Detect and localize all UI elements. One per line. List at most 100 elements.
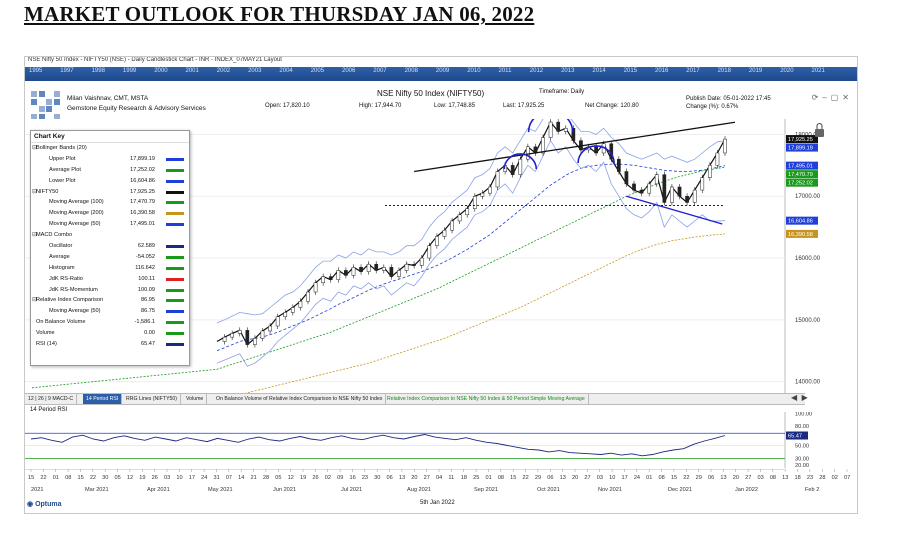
nav-year[interactable]: 2009	[435, 68, 450, 74]
refresh-icon[interactable]: ⟳	[811, 93, 823, 102]
candle-body	[548, 121, 553, 138]
nav-year[interactable]: 1997	[60, 68, 74, 74]
price-tag-label: 16,604.86	[788, 219, 813, 225]
low-value: Low: 17,748.85	[434, 103, 476, 109]
date-tick-label: 20	[411, 475, 417, 481]
date-tick-label: 08	[770, 475, 776, 481]
collapse-icon[interactable]: ⊟	[32, 232, 38, 239]
nav-year[interactable]: 2005	[310, 68, 325, 74]
rsi-line	[30, 434, 726, 457]
nav-year[interactable]: 2021	[811, 68, 825, 74]
collapse-icon[interactable]: ⊟	[32, 145, 38, 151]
nav-year[interactable]: 1998	[91, 68, 105, 74]
nav-year[interactable]: 2004	[279, 68, 293, 74]
candle-body	[457, 214, 462, 222]
tab-indicator[interactable]: 12 | 26 | 9 MACD-C	[25, 394, 78, 404]
nav-year[interactable]: 2002	[216, 68, 231, 74]
chart-key-row: ⊟ NIFTY50 17,925.25	[31, 187, 189, 198]
chart-key-row: ⊟ MACD Combo	[31, 230, 189, 241]
date-tick-label: 12	[127, 475, 133, 481]
nav-year[interactable]: 2018	[717, 68, 731, 74]
candle-body	[541, 137, 545, 154]
date-tick-label: 13	[782, 475, 788, 481]
nav-year[interactable]: 2006	[342, 68, 356, 74]
nav-year[interactable]: 2011	[498, 68, 512, 74]
month-label: Apr 2021	[147, 487, 170, 493]
nav-year[interactable]: 2014	[592, 68, 606, 74]
candle-body	[290, 307, 295, 313]
last-value: Last: 17,925.25	[503, 103, 545, 109]
chart-key-label: On Balance Volume	[36, 319, 86, 326]
date-tick-label: 07	[226, 475, 232, 481]
tab-scroll[interactable]: ◀ ▶	[791, 393, 808, 402]
chart-key-swatch	[166, 255, 184, 259]
date-tick-label: 31	[213, 475, 219, 481]
chart-key-row: JdK RS-Momentum 100.09	[31, 285, 189, 296]
tab-indicator[interactable]: On Balance Volume of Relative Index Comp…	[213, 394, 387, 404]
nav-year[interactable]: 2016	[655, 68, 669, 74]
collapse-icon[interactable]: ⊟	[32, 297, 38, 304]
nav-year[interactable]: 2013	[561, 68, 575, 74]
rsi-current-label: 65.47	[788, 434, 802, 440]
lock-icon[interactable]	[815, 122, 824, 138]
nav-year[interactable]: 2003	[248, 68, 262, 74]
nav-year[interactable]: 2015	[623, 68, 638, 74]
nav-year[interactable]: 1995	[29, 68, 43, 74]
pattern-arc	[527, 119, 574, 133]
chart-key-swatch	[166, 266, 184, 270]
timeline-navigator[interactable]: 1995 1997 1998 1999 2000 2001 2002 2003 2004 2005…	[25, 67, 857, 81]
tab-scroll-right-icon[interactable]: ▶	[801, 393, 808, 402]
chart-key-row: RSI (14) 65.47	[31, 339, 189, 350]
candle-body	[336, 270, 341, 280]
nav-year[interactable]: 2020	[780, 68, 794, 74]
candle-body	[260, 330, 265, 339]
tab-indicator[interactable]: Volume	[183, 394, 208, 404]
date-tick-label: 24	[634, 475, 640, 481]
window-controls[interactable]: ⟳–▢✕	[812, 93, 853, 102]
nav-year[interactable]: 2007	[373, 68, 387, 74]
date-tick-label: 30	[102, 475, 108, 481]
tab-indicator[interactable]: RRG Lines (NIFTY50)	[123, 394, 182, 404]
chart-key-swatch	[166, 310, 184, 314]
price-tag	[786, 161, 818, 170]
logo-square	[53, 113, 60, 120]
collapse-icon[interactable]: ⊟	[32, 188, 38, 195]
date-tick-label: 15	[510, 475, 516, 481]
date-tick-label: 27	[584, 475, 590, 481]
price-tick-label: 16000.00	[795, 256, 821, 262]
restore-icon[interactable]: ▢	[830, 93, 843, 102]
date-tick-label: 07	[844, 475, 850, 481]
candle-body	[632, 183, 636, 191]
tab-scroll-left-icon[interactable]: ◀	[791, 393, 798, 402]
minimize-icon[interactable]: –	[822, 93, 831, 102]
chart-key-swatch	[166, 343, 184, 347]
date-tick-label: 22	[523, 475, 529, 481]
optuma-logo: ◉ Optuma	[27, 500, 62, 508]
nav-year[interactable]: 2017	[686, 68, 700, 74]
tab-indicator[interactable]: Relative Index Comparison to NSE Nifty 5…	[384, 394, 589, 404]
nav-year[interactable]: 2008	[404, 68, 418, 74]
nav-year[interactable]: 2010	[467, 68, 481, 74]
date-tick-label: 06	[708, 475, 714, 481]
tab-indicator[interactable]: 14 Period RSI	[83, 394, 123, 404]
candle-body	[313, 282, 318, 293]
candle-body	[594, 146, 598, 154]
nav-year[interactable]: 2001	[185, 68, 199, 74]
close-icon[interactable]: ✕	[842, 93, 853, 102]
nav-year[interactable]: 2000	[154, 68, 168, 74]
price-tag	[786, 135, 818, 144]
chart-key-swatch	[166, 223, 184, 227]
date-axis[interactable]: 15 22 01 08 15 22 30 05 12 19 26 03 10 17 24 31 07 14 21 28…	[25, 469, 857, 499]
nav-year[interactable]: 2019	[748, 68, 763, 74]
date-tick-label: 23	[362, 475, 368, 481]
chart-key-label: Moving Average (50)	[49, 308, 101, 315]
month-label: Dec 2021	[668, 487, 692, 493]
nav-year[interactable]: 1999	[122, 68, 137, 74]
candle-body	[571, 128, 576, 141]
chart-key-label: Bollinger Bands (20)	[36, 145, 87, 151]
nav-year[interactable]: 2012	[529, 68, 544, 74]
date-tick-label: 19	[139, 475, 145, 481]
date-tick-label: 22	[90, 475, 96, 481]
candle-body	[556, 121, 561, 132]
